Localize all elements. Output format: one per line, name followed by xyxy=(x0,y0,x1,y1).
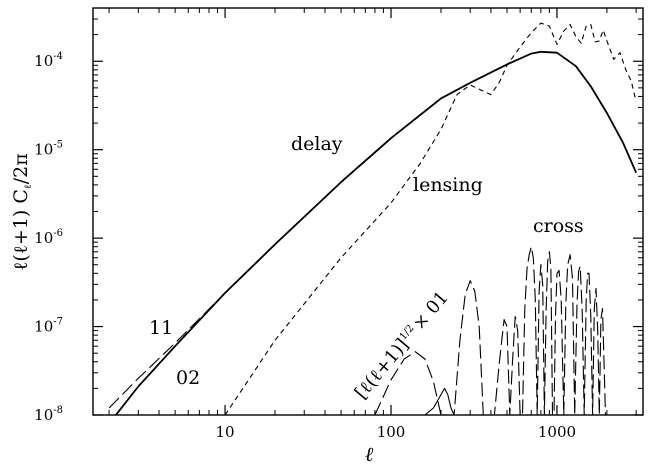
y-tick-label: 10-5 xyxy=(34,140,63,159)
minor-ticks xyxy=(93,7,643,415)
major-ticks xyxy=(93,8,643,416)
y-tick-label-exponent: -6 xyxy=(53,228,63,239)
y-tick-label-base: 10 xyxy=(34,141,53,159)
x-tick-label: 10 xyxy=(216,423,235,441)
annotation-02: 02 xyxy=(176,367,200,389)
annotation-cross: cross xyxy=(533,215,584,237)
y-axis-label: ℓ(ℓ+1) Cℓ/2π xyxy=(10,153,34,270)
y-tick-label-exponent: -7 xyxy=(53,317,63,328)
cross-formula-tail: × 01 xyxy=(409,287,453,334)
y-tick-label-exponent: -8 xyxy=(53,405,63,416)
y-tick-label: 10-7 xyxy=(34,317,63,336)
x-tick-labels: 10 100 1000 xyxy=(216,423,577,441)
annotation-11: 11 xyxy=(149,317,173,339)
y-tick-label-base: 10 xyxy=(34,318,53,336)
x-tick-label: 1000 xyxy=(538,423,576,441)
y-tick-labels: 10-810-710-610-510-4 xyxy=(34,51,63,424)
y-axis-label-subscript: ℓ xyxy=(23,184,34,189)
series-layer xyxy=(108,22,637,415)
series-line-long-dash-1 xyxy=(108,51,637,409)
y-tick-label-base: 10 xyxy=(34,52,53,70)
y-tick-label-exponent: -4 xyxy=(53,51,63,62)
series-line-long-dash-3 xyxy=(374,246,607,415)
x-tick-label: 100 xyxy=(377,423,406,441)
y-axis-label-suffix: /2π xyxy=(10,153,32,184)
y-tick-label-base: 10 xyxy=(34,229,53,247)
y-tick-label: 10-6 xyxy=(34,228,63,247)
y-tick-label-exponent: -5 xyxy=(53,140,63,151)
series-line-solid-4 xyxy=(424,387,455,415)
y-tick-label-base: 10 xyxy=(34,406,53,424)
annotation-delay: delay xyxy=(291,133,343,155)
x-axis-label: ℓ xyxy=(365,442,374,466)
y-axis-label-prefix: ℓ(ℓ+1) C xyxy=(10,189,32,271)
series-line-short-dash-2 xyxy=(224,22,637,415)
annotation-cross-formula: [ℓ(ℓ+1)]1/2× 01 xyxy=(351,287,453,403)
y-tick-label: 10-4 xyxy=(34,51,63,70)
y-tick-label: 10-8 xyxy=(34,405,63,424)
cross-formula-open: [ℓ(ℓ+1)] xyxy=(351,335,413,404)
annotation-lensing: lensing xyxy=(413,174,483,196)
plot-frame xyxy=(92,7,644,416)
